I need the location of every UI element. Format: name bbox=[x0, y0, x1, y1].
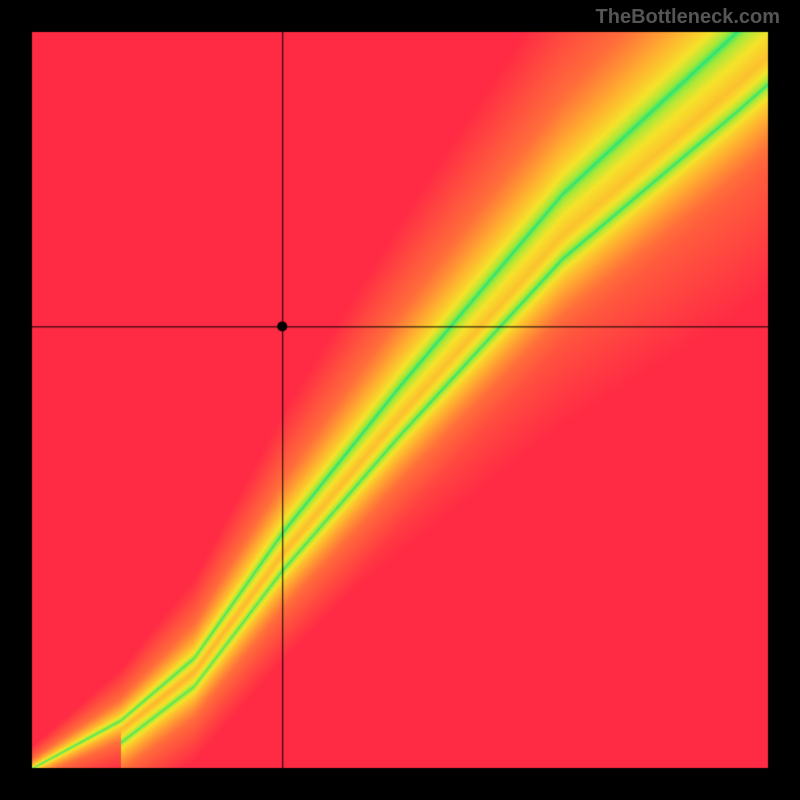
watermark-text: TheBottleneck.com bbox=[596, 6, 780, 29]
bottleneck-heatmap bbox=[0, 0, 800, 800]
chart-container: TheBottleneck.com bbox=[0, 0, 800, 800]
